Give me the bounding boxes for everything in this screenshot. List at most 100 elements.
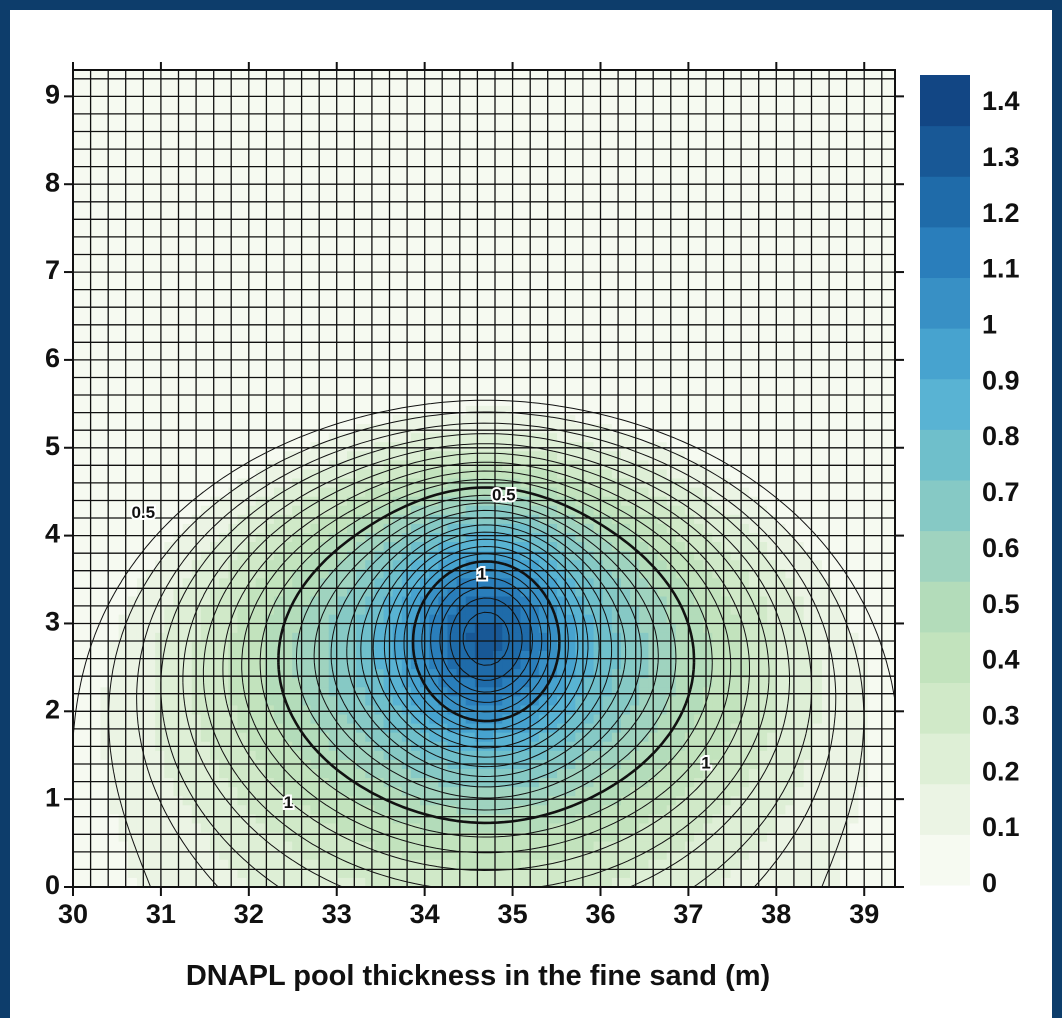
heat-cell [136, 778, 147, 788]
heat-cell [429, 97, 439, 107]
heat-cell [310, 523, 321, 534]
heat-cell [337, 142, 348, 153]
heat-cell [100, 859, 111, 870]
heat-cell [264, 641, 275, 652]
heat-cell [529, 442, 540, 452]
heat-cell [365, 106, 375, 116]
heat-cell [82, 614, 92, 625]
heat-cell [283, 523, 293, 534]
heat-cell [465, 124, 476, 135]
heat-cell [392, 396, 403, 407]
heat-cell [547, 832, 558, 843]
heat-cell [219, 70, 229, 80]
heat-cell [283, 542, 293, 552]
heat-cell [109, 115, 120, 126]
heat-cell [219, 505, 229, 516]
heat-cell [365, 650, 375, 661]
heat-cell [136, 387, 147, 398]
heat-cell [210, 133, 220, 144]
heat-cell [493, 88, 503, 98]
heat-cell [273, 224, 284, 234]
heat-cell [493, 551, 503, 561]
heat-cell [246, 451, 257, 461]
heat-cell [228, 378, 238, 389]
heat-cell [383, 387, 394, 398]
heat-cell [109, 832, 120, 843]
heat-cell [566, 424, 576, 434]
heat-cell [91, 469, 101, 480]
heat-cell [410, 333, 421, 343]
heat-cell [164, 623, 175, 634]
heat-cell [392, 641, 403, 652]
heat-cell [155, 669, 165, 679]
heat-cell [383, 768, 394, 779]
heat-cell [310, 778, 321, 788]
heat-cell [255, 433, 266, 443]
heat-cell [283, 587, 293, 598]
heat-cell [255, 560, 266, 570]
heat-cell [566, 505, 576, 516]
heat-cell [219, 768, 229, 779]
heat-cell [465, 142, 476, 153]
heat-cell [557, 215, 567, 225]
heat-cell [109, 88, 120, 98]
heat-cell [273, 269, 284, 280]
heat-cell [447, 496, 458, 507]
heat-cell [374, 469, 385, 480]
heat-cell [566, 814, 576, 825]
heat-cell [301, 405, 312, 416]
heat-cell [429, 505, 439, 516]
heat-cell [82, 306, 92, 316]
heat-cell [383, 841, 394, 852]
heat-cell [502, 796, 512, 806]
heat-cell [447, 614, 458, 625]
heat-cell [301, 650, 312, 661]
heat-cell [182, 333, 193, 343]
heat-cell [164, 442, 175, 452]
heat-cell [392, 97, 403, 107]
heat-cell [301, 496, 312, 507]
heat-cell [237, 523, 248, 534]
heat-cell [118, 451, 129, 461]
heat-cell [292, 614, 302, 625]
heat-cell [100, 106, 111, 116]
heat-cell [456, 614, 467, 625]
heat-cell [456, 169, 467, 180]
heat-cell [474, 296, 485, 307]
heat-cell [136, 269, 147, 280]
heat-cell [511, 124, 522, 135]
heat-cell [337, 115, 348, 126]
heat-cell [228, 823, 238, 834]
heat-cell [319, 342, 330, 353]
heat-cell [237, 351, 248, 362]
heat-cell [575, 215, 586, 225]
heat-cell [200, 750, 211, 761]
heat-cell [392, 868, 403, 879]
heat-cell [146, 596, 156, 607]
heat-cell [356, 360, 366, 371]
heat-cell [109, 505, 120, 516]
heat-cell [255, 369, 266, 380]
heat-cell [465, 505, 476, 516]
heat-cell [228, 614, 238, 625]
heat-cell [328, 868, 339, 879]
heat-cell [100, 70, 111, 80]
heat-cell [566, 551, 576, 561]
heat-cell [273, 623, 284, 634]
heat-cell [155, 342, 165, 353]
heat-cell [283, 369, 293, 380]
heat-cell [73, 315, 83, 325]
heat-cell [91, 523, 101, 534]
heat-cell [465, 351, 476, 362]
heat-cell [374, 287, 385, 298]
heat-cell [273, 732, 284, 743]
heat-cell [410, 796, 421, 806]
heat-cell [538, 306, 549, 316]
heat-cell [392, 351, 403, 362]
heat-cell [255, 278, 266, 289]
heat-cell [511, 351, 522, 362]
heat-cell [319, 324, 330, 334]
heat-cell [118, 88, 129, 98]
heat-cell [547, 433, 558, 443]
heat-cell [511, 405, 522, 416]
